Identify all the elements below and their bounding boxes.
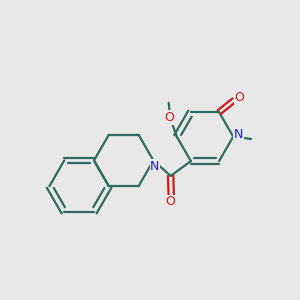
Text: O: O <box>166 195 176 208</box>
Text: O: O <box>164 111 174 124</box>
Text: N: N <box>150 160 160 173</box>
Text: O: O <box>234 92 244 104</box>
Text: N: N <box>234 128 243 141</box>
